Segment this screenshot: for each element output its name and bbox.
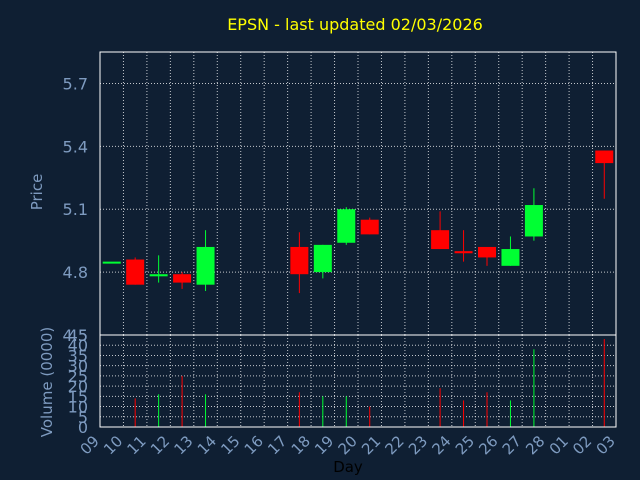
candle-body [360, 219, 379, 235]
volume-tick-label: 30 [68, 357, 88, 376]
candle-body [454, 251, 473, 254]
candle-body [290, 246, 309, 275]
x-tick-label: 13 [170, 432, 196, 458]
x-tick-label: 15 [217, 432, 243, 458]
candle-body [595, 150, 614, 164]
volume-tick-label: 0 [78, 418, 88, 437]
x-tick-label: 11 [124, 432, 150, 458]
x-tick-labels: 0910111213141516171819202122232425262728… [77, 432, 619, 458]
volume-tick-label: 35 [68, 346, 88, 365]
candle-body [173, 274, 192, 283]
candle-body [478, 246, 496, 258]
x-tick-label: 16 [241, 432, 267, 458]
volume-tick-label: 45 [68, 326, 88, 345]
price-tick-label: 5.4 [63, 137, 88, 156]
x-tick-label: 27 [499, 432, 525, 458]
x-tick-label: 28 [522, 432, 548, 458]
volume-tick-label: 20 [68, 377, 88, 396]
x-tick-label: 14 [194, 432, 220, 458]
x-tick-label: 10 [100, 432, 126, 458]
x-tick-label: 17 [264, 432, 290, 458]
candle-body [501, 249, 520, 266]
price-tick-label: 5.7 [63, 74, 88, 93]
candle-body [149, 274, 168, 277]
volume-tick-label: 25 [68, 367, 88, 386]
x-tick-label: 23 [405, 432, 431, 458]
candles [102, 150, 614, 294]
x-tick-label: 18 [288, 432, 314, 458]
price-tick-labels: 4.5 4.8 5.1 5.4 5.7 [63, 74, 88, 345]
x-tick-label: 24 [428, 432, 454, 458]
x-tick-label: 25 [452, 432, 478, 458]
candle-body [337, 209, 356, 243]
candle-body [126, 259, 145, 285]
x-tick-label: 03 [593, 432, 619, 458]
candle-body [431, 230, 450, 250]
x-tick-label: 12 [147, 432, 173, 458]
volume-axis-label: Volume (0000) [38, 327, 56, 437]
candle-body [196, 246, 215, 285]
volume-gridlines [100, 334, 616, 428]
x-axis-label: Day [333, 458, 363, 476]
price-tick-label: 4.8 [63, 263, 88, 282]
price-gridlines [100, 52, 616, 336]
x-tick-label: 20 [335, 432, 361, 458]
price-axis-label: Price [28, 174, 46, 211]
price-tick-label: 5.1 [63, 200, 88, 219]
volume-bars [134, 339, 605, 427]
x-tick-label: 21 [358, 432, 384, 458]
candle-body [313, 244, 332, 273]
x-tick-label: 01 [546, 432, 572, 458]
chart-title: EPSN - last updated 02/03/2026 [227, 15, 483, 34]
x-tick-label: 26 [475, 432, 501, 458]
volume-tick-label: 10 [68, 398, 88, 417]
price-tick-label: 4.5 [63, 326, 88, 345]
x-tick-label: 19 [311, 432, 337, 458]
volume-tick-label: 15 [68, 387, 88, 406]
x-tick-label: 02 [569, 432, 595, 458]
volume-tick-label: 5 [78, 408, 88, 427]
volume-panel-frame [99, 334, 617, 428]
candle-body [524, 205, 543, 237]
candle-body [102, 261, 121, 264]
x-tick-label: 22 [382, 432, 408, 458]
volume-tick-label: 40 [68, 336, 88, 355]
